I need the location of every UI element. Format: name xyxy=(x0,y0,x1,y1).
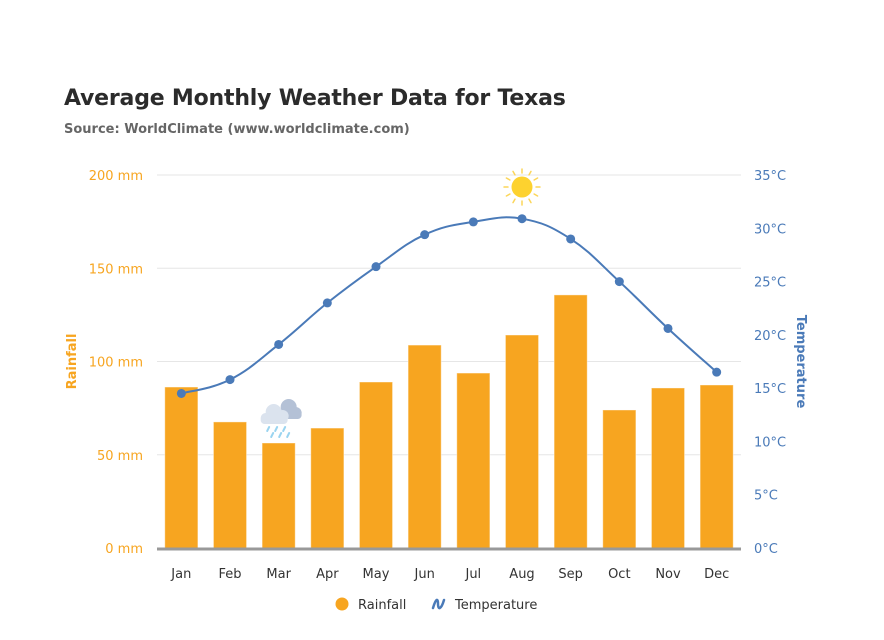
temperature-point xyxy=(468,217,478,227)
sun-ray xyxy=(505,193,511,197)
x-tick-label: Aug xyxy=(509,567,534,582)
rainfall-bar xyxy=(212,421,248,549)
x-tick-label: Dec xyxy=(704,567,729,582)
raindrop xyxy=(274,426,279,432)
x-tick-label: Jan xyxy=(170,567,191,582)
y-right-tick-label: 20°C xyxy=(754,329,786,344)
raindrop xyxy=(286,432,291,438)
legend-rainfall-label: Rainfall xyxy=(358,598,406,613)
sun-ray xyxy=(528,170,532,176)
rainfall-bar xyxy=(504,334,540,549)
x-tick-label: Feb xyxy=(218,567,241,582)
x-tick-label: May xyxy=(363,567,390,582)
rainfall-bar xyxy=(164,386,199,549)
temperature-point xyxy=(566,234,576,244)
y-right-tick-label: 15°C xyxy=(754,382,786,397)
y-left-axis-title: Rainfall xyxy=(65,334,80,390)
y-left-tick-label: 50 mm xyxy=(97,449,143,464)
raindrop xyxy=(282,426,287,432)
temperature-point xyxy=(420,230,430,240)
sun-ray xyxy=(533,177,539,181)
sun-ray xyxy=(505,177,511,181)
y-right-tick-label: 5°C xyxy=(754,489,778,504)
temperature-series xyxy=(176,214,722,398)
y-right-tick-label: 30°C xyxy=(754,222,786,237)
sun-ray xyxy=(512,170,516,176)
temperature-point xyxy=(712,367,722,377)
rainfall-bar xyxy=(699,384,734,549)
rainfall-bar xyxy=(456,372,491,549)
grid-lines xyxy=(157,174,741,456)
rainfall-bar xyxy=(310,427,345,549)
rainfall-bar xyxy=(358,381,394,549)
legend-temperature-label: Temperature xyxy=(454,598,537,613)
temperature-point xyxy=(371,262,381,272)
temperature-point xyxy=(176,388,186,398)
x-tick-label: Sep xyxy=(558,567,583,582)
rain-cloud-icon xyxy=(260,399,302,438)
rainfall-bar xyxy=(407,344,442,549)
raindrop xyxy=(270,432,275,438)
temperature-point xyxy=(322,298,332,308)
temperature-point xyxy=(225,375,235,385)
sun-ray xyxy=(533,193,539,197)
temperature-point xyxy=(663,323,673,333)
raindrop xyxy=(278,432,283,438)
legend-temperature-symbol xyxy=(431,598,446,610)
sun-ray xyxy=(528,198,532,204)
y-right-tick-label: 0°C xyxy=(754,542,778,557)
rainfall-bar xyxy=(602,409,637,549)
temperature-point xyxy=(274,339,284,349)
y-left-tick-label: 100 mm xyxy=(89,356,143,371)
raindrop xyxy=(266,426,271,432)
x-tick-label: Oct xyxy=(608,567,630,582)
x-tick-label: Jun xyxy=(414,567,435,582)
temperature-point xyxy=(614,277,624,287)
cloud-base xyxy=(260,416,288,424)
axes: 0 mm 50 mm 100 mm 150 mm 200 mm 0°C 5°C 10°C 15°… xyxy=(65,169,808,582)
sun-icon xyxy=(503,168,541,206)
x-tick-label: Mar xyxy=(266,567,291,582)
sun-ray xyxy=(512,198,516,204)
sun-disc xyxy=(511,176,533,198)
temperature-point xyxy=(517,214,527,224)
legend-rainfall-symbol xyxy=(335,597,349,611)
x-tick-label: Jul xyxy=(464,567,481,582)
rainfall-bar xyxy=(261,442,296,549)
rainfall-bar xyxy=(553,294,588,549)
legend: Rainfall Temperature xyxy=(335,597,537,613)
y-right-tick-label: 25°C xyxy=(754,276,786,291)
chart-subtitle: Source: WorldClimate (www.worldclimate.c… xyxy=(64,122,410,137)
x-tick-label: Apr xyxy=(316,567,339,582)
y-left-tick-label: 0 mm xyxy=(105,542,143,557)
chart-title: Average Monthly Weather Data for Texas xyxy=(64,86,566,111)
y-left-tick-label: 200 mm xyxy=(89,169,143,184)
rainfall-bar xyxy=(650,387,686,549)
y-left-tick-label: 150 mm xyxy=(89,262,143,277)
x-tick-label: Nov xyxy=(655,567,681,582)
weather-icons xyxy=(260,168,541,438)
rainfall-bars xyxy=(164,294,734,549)
y-right-axis-title: Temperature xyxy=(793,315,808,409)
temperature-line xyxy=(181,216,718,395)
y-right-tick-label: 35°C xyxy=(754,169,786,184)
y-right-tick-label: 10°C xyxy=(754,435,786,450)
